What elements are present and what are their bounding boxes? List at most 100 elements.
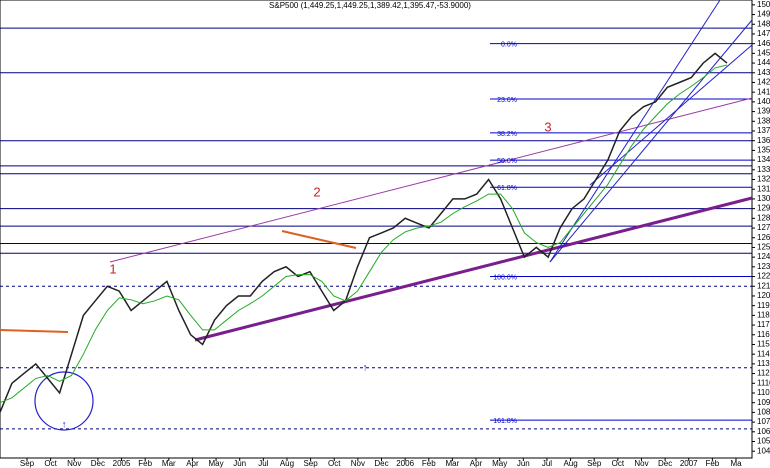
y-tick-label: 1350 <box>757 146 770 155</box>
y-tick-label: 1160 <box>757 330 770 339</box>
y-tick-label: 1260 <box>757 233 770 242</box>
x-tick-label: 2006 <box>396 459 414 468</box>
y-tick-label: 1460 <box>757 39 770 48</box>
y-tick-label: 1090 <box>757 398 770 407</box>
plot-frame <box>0 0 753 459</box>
x-tick-label: Aug <box>563 459 577 468</box>
x-tick-label: Mar <box>162 459 176 468</box>
resistance-line <box>281 230 357 249</box>
y-tick-label: 1490 <box>757 10 770 19</box>
y-tick-label: 1080 <box>757 408 770 417</box>
highlight-circle <box>34 371 94 431</box>
resistance-line <box>0 329 69 333</box>
y-tick-label: 1440 <box>757 58 770 67</box>
y-tick-label: 1190 <box>757 301 770 310</box>
y-tick-label: 1320 <box>757 175 770 184</box>
x-tick-label: Oct <box>612 459 625 468</box>
x-tick-label: Sep <box>20 459 35 468</box>
x-tick-label: Dec <box>374 459 388 468</box>
channel-line <box>549 0 721 263</box>
trend-line <box>194 196 753 342</box>
y-tick-label: 1310 <box>757 184 770 193</box>
y-tick-label: 1330 <box>757 165 770 174</box>
y-tick-label: 1280 <box>757 213 770 222</box>
y-tick-label: 1120 <box>757 369 770 378</box>
y-tick-label: 1050 <box>757 437 770 446</box>
y-tick-label: 1500 <box>757 0 770 9</box>
channel-line <box>589 44 753 186</box>
x-tick-label: Jul <box>258 459 268 468</box>
x-tick-label: Aug <box>280 459 294 468</box>
y-tick-label: 1390 <box>757 107 770 116</box>
arrow-icon: ↑ <box>62 420 67 431</box>
x-tick-label: Nov <box>351 459 365 468</box>
y-tick-label: 1400 <box>757 97 770 106</box>
fib-label: 38.2% <box>497 131 517 138</box>
y-tick-label: 1170 <box>757 320 770 329</box>
y-tick-label: 1070 <box>757 417 770 426</box>
y-tick-label: 1450 <box>757 48 770 57</box>
y-tick-label: 1420 <box>757 78 770 87</box>
x-tick-label: May <box>492 459 507 468</box>
fib-label: 100.0% <box>493 274 517 281</box>
fib-label: 50.0% <box>497 158 517 165</box>
y-tick-label: 1370 <box>757 126 770 135</box>
y-tick-label: 1220 <box>757 272 770 281</box>
y-tick-label: 1130 <box>757 359 770 368</box>
x-tick-label: 2005 <box>113 459 131 468</box>
x-tick-label: Jul <box>542 459 552 468</box>
y-tick-label: 1290 <box>757 204 770 213</box>
y-tick-label: 1240 <box>757 252 770 261</box>
y-tick-label: 1100 <box>757 388 770 397</box>
y-tick-label: 1140 <box>757 349 770 358</box>
y-tick-label: 1270 <box>757 223 770 232</box>
fib-label: 23.6% <box>497 97 517 104</box>
y-tick-label: 1340 <box>757 155 770 164</box>
y-tick-label: 1360 <box>757 136 770 145</box>
x-tick-label: Dec <box>658 459 672 468</box>
x-tick-label: Oct <box>44 459 57 468</box>
y-tick-label: 1040 <box>757 446 770 455</box>
arrow-icon: ↑ <box>363 363 368 374</box>
x-tick-label: Apr <box>186 459 199 468</box>
y-tick-label: 1110 <box>757 378 770 387</box>
y-tick-label: 1060 <box>757 427 770 436</box>
y-tick-label: 1250 <box>757 243 770 252</box>
fib-label: 0.0% <box>501 42 517 49</box>
x-tick-label: Nov <box>634 459 648 468</box>
x-tick-label: Feb <box>422 459 436 468</box>
x-tick-label: Nov <box>67 459 81 468</box>
wave-label: 3 <box>544 119 551 134</box>
x-tick-label: Dec <box>91 459 105 468</box>
fib-label: 161.8% <box>493 418 517 425</box>
x-tick-label: Apr <box>470 459 483 468</box>
y-tick-label: 1470 <box>757 29 770 38</box>
y-tick-label: 1180 <box>757 310 770 319</box>
y-tick-label: 1380 <box>757 116 770 125</box>
trend-line <box>109 97 753 263</box>
x-tick-label: Oct <box>328 459 341 468</box>
price-line <box>0 52 728 413</box>
fib-label: 61.8% <box>497 185 517 192</box>
x-tick-label: 2007 <box>680 459 698 468</box>
x-tick-label: Feb <box>705 459 719 468</box>
y-tick-label: 1210 <box>757 281 770 290</box>
y-tick-label: 1150 <box>757 340 770 349</box>
channel-line <box>549 19 753 263</box>
price-line <box>0 64 728 404</box>
x-tick-label: Sep <box>587 459 602 468</box>
x-tick-label: May <box>209 459 224 468</box>
x-tick-label: Jun <box>517 459 530 468</box>
x-tick-label: Feb <box>138 459 152 468</box>
y-tick-label: 1480 <box>757 19 770 28</box>
y-tick-label: 1430 <box>757 68 770 77</box>
y-tick-label: 1410 <box>757 87 770 96</box>
x-tick-label: Mar <box>446 459 460 468</box>
x-tick-label: Sep <box>303 459 318 468</box>
x-tick-label: Ma <box>730 459 742 468</box>
chart-title: S&P500 (1,449.25,1,449.25,1,389.42,1,395… <box>269 1 471 10</box>
y-tick-label: 1300 <box>757 194 770 203</box>
wave-label: 2 <box>313 184 320 199</box>
y-tick-label: 1200 <box>757 291 770 300</box>
